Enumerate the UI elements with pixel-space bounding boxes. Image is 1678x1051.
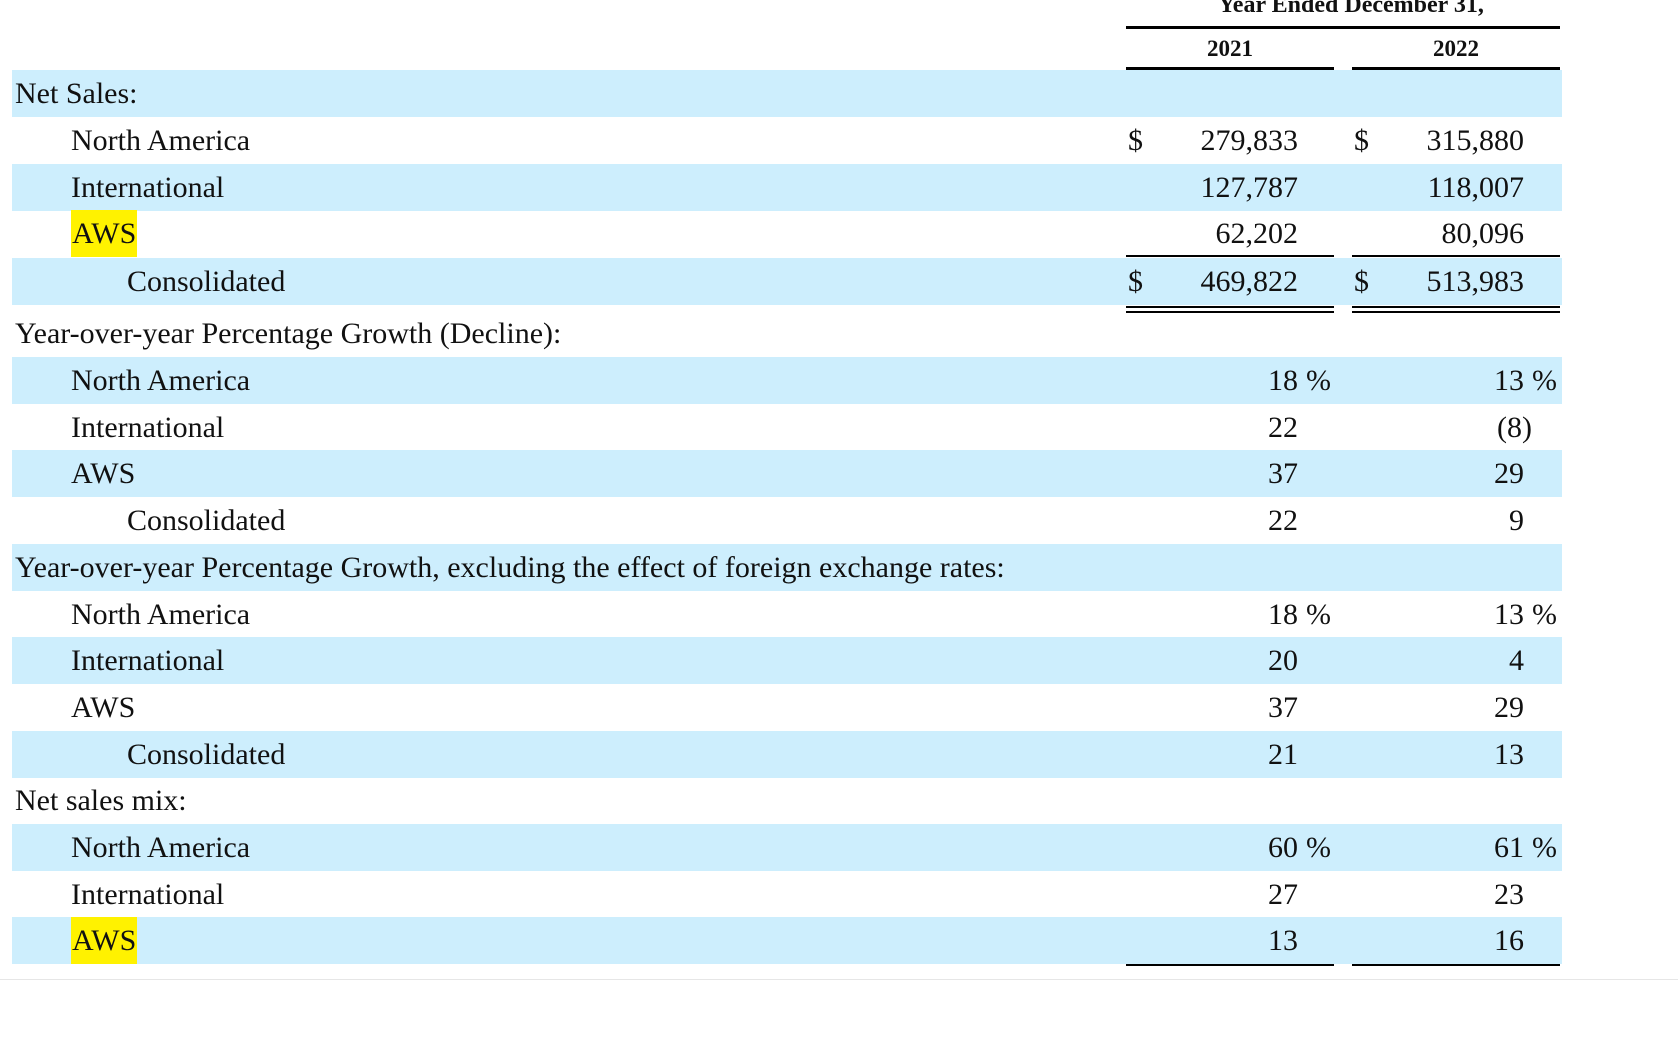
value-2022: 29: [1494, 457, 1524, 490]
period-header: Year Ended December 31,: [1218, 0, 1484, 18]
value-2022: 29: [1494, 691, 1524, 724]
subtotal-rule-2022: [1352, 255, 1560, 257]
value-2021: 18: [1268, 598, 1298, 631]
section-title: Year-over-year Percentage Growth (Declin…: [15, 317, 562, 350]
value-2021: 20: [1268, 644, 1298, 677]
table-row: AWS 62,202 80,096: [12, 210, 1562, 257]
currency-symbol: $: [1128, 265, 1143, 298]
row-label: International: [71, 878, 225, 911]
section-title: Net Sales:: [15, 77, 138, 110]
percent-sign: %: [1306, 364, 1331, 397]
section-title-yoy-growth-fx: Year-over-year Percentage Growth, exclud…: [12, 544, 1562, 591]
value-2022: 61: [1494, 831, 1524, 864]
percent-sign: %: [1532, 364, 1557, 397]
total-double-rule-2021: [1126, 306, 1334, 313]
table-row: International 27 23: [12, 871, 1562, 918]
section-title-sales-mix: Net sales mix:: [12, 777, 1562, 824]
year-header-2021: 2021: [1207, 36, 1253, 61]
row-label: AWS: [71, 691, 136, 724]
value-2021: 22: [1268, 411, 1298, 444]
row-label: North America: [71, 364, 251, 397]
percent-sign: %: [1532, 831, 1557, 864]
value-2022: 80,096: [1441, 217, 1525, 250]
year-rule-2022: [1352, 67, 1560, 70]
row-label: North America: [71, 124, 251, 157]
currency-symbol: $: [1128, 124, 1143, 157]
value-2022: 13: [1494, 738, 1524, 771]
section-title: Year-over-year Percentage Growth, exclud…: [15, 551, 1005, 584]
value-2021: 22: [1268, 504, 1298, 537]
row-label: International: [71, 411, 225, 444]
header-rule: [1126, 26, 1560, 29]
percent-sign: %: [1532, 598, 1557, 631]
table-row: AWS 37 29: [12, 450, 1562, 497]
value-2021: 21: [1268, 738, 1298, 771]
row-label-highlighted: AWS: [71, 210, 138, 257]
table-row: North America 18 % 13 %: [12, 357, 1562, 404]
value-2022: 315,880: [1426, 124, 1525, 157]
value-2022: 513,983: [1426, 265, 1525, 298]
table-row: AWS 37 29: [12, 684, 1562, 731]
value-2021: 127,787: [1200, 171, 1299, 204]
section-title-yoy-growth: Year-over-year Percentage Growth (Declin…: [12, 310, 1562, 357]
value-2022: (8): [1497, 411, 1532, 444]
table-row: Consolidated 22 9: [12, 497, 1562, 544]
value-2021: 62,202: [1215, 217, 1299, 250]
table-row: AWS 13 16: [12, 917, 1562, 964]
row-label: North America: [71, 831, 251, 864]
table-row: International 22 (8): [12, 404, 1562, 451]
subtotal-rule-2021: [1126, 255, 1334, 257]
value-2021: 37: [1268, 691, 1298, 724]
row-label: Consolidated: [127, 504, 286, 537]
section-title-net-sales: Net Sales:: [12, 70, 1562, 117]
value-2022: 13: [1494, 598, 1524, 631]
row-label: International: [71, 644, 225, 677]
table-row-total: Consolidated $ 469,822 $ 513,983: [12, 258, 1562, 305]
row-label: Consolidated: [127, 265, 286, 298]
subtotal-rule-2022: [1352, 964, 1560, 966]
table-row: International 127,787 118,007: [12, 164, 1562, 211]
value-2022: 13: [1494, 364, 1524, 397]
value-2021: 279,833: [1200, 124, 1299, 157]
value-2021: 469,822: [1200, 265, 1299, 298]
table-row: Consolidated 21 13: [12, 731, 1562, 778]
section-title: Net sales mix:: [15, 784, 187, 817]
currency-symbol: $: [1354, 265, 1369, 298]
subtotal-rule-2021: [1126, 964, 1334, 966]
value-2021: 13: [1268, 924, 1298, 957]
value-2022: 23: [1494, 878, 1524, 911]
value-2021: 60: [1268, 831, 1298, 864]
value-2022: 9: [1509, 504, 1524, 537]
percent-sign: %: [1306, 831, 1331, 864]
value-2022: 4: [1509, 644, 1524, 677]
row-label: AWS: [71, 457, 136, 490]
value-2022: 16: [1494, 924, 1524, 957]
row-label: North America: [71, 598, 251, 631]
value-2021: 27: [1268, 878, 1298, 911]
table-row: International 20 4: [12, 637, 1562, 684]
percent-sign: %: [1306, 598, 1331, 631]
table-row: North America 18 % 13 %: [12, 591, 1562, 638]
value-2021: 37: [1268, 457, 1298, 490]
row-label: Consolidated: [127, 738, 286, 771]
row-label: International: [71, 171, 225, 204]
total-double-rule-2022: [1352, 306, 1560, 313]
table-row: North America 60 % 61 %: [12, 824, 1562, 871]
value-2021: 18: [1268, 364, 1298, 397]
page-bottom-margin: [0, 979, 1678, 1051]
year-rule-2021: [1126, 67, 1334, 70]
value-2022: 118,007: [1427, 171, 1524, 204]
table-row: North America $ 279,833 $ 315,880: [12, 117, 1562, 164]
year-header-2022: 2022: [1433, 36, 1479, 61]
currency-symbol: $: [1354, 124, 1369, 157]
row-label-highlighted: AWS: [71, 917, 138, 964]
